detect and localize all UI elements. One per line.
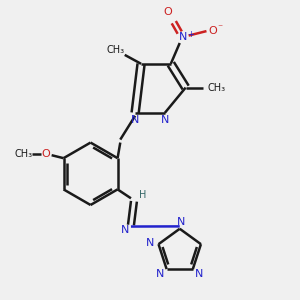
Text: N: N <box>161 115 169 125</box>
Text: H: H <box>139 190 146 200</box>
Text: O: O <box>164 7 172 17</box>
Text: CH₃: CH₃ <box>107 45 125 56</box>
Text: N: N <box>178 32 187 42</box>
Text: N: N <box>146 238 154 248</box>
Text: +: + <box>187 30 194 39</box>
Text: N: N <box>131 115 139 125</box>
Text: ⁻: ⁻ <box>217 23 222 33</box>
Text: O: O <box>208 26 217 36</box>
Text: O: O <box>41 149 50 159</box>
Text: N: N <box>177 217 185 227</box>
Text: N: N <box>195 269 204 279</box>
Text: CH₃: CH₃ <box>208 82 226 93</box>
Text: N: N <box>121 225 129 236</box>
Text: N: N <box>156 269 164 279</box>
Text: CH₃: CH₃ <box>14 149 32 159</box>
